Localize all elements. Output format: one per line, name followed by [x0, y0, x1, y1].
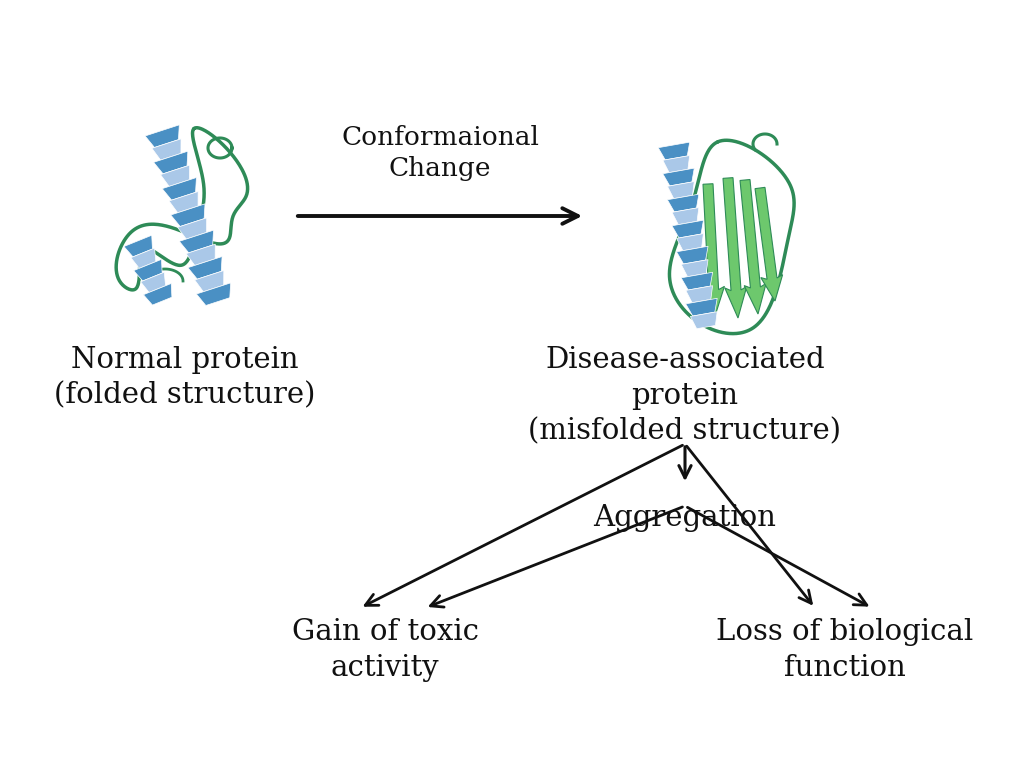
Polygon shape: [140, 272, 166, 293]
Polygon shape: [187, 257, 222, 279]
Polygon shape: [681, 272, 713, 290]
Polygon shape: [681, 260, 708, 277]
Polygon shape: [152, 139, 181, 160]
Polygon shape: [186, 244, 215, 265]
Text: Normal protein
(folded structure): Normal protein (folded structure): [54, 346, 315, 410]
FancyArrow shape: [702, 184, 724, 316]
Polygon shape: [134, 260, 162, 281]
Polygon shape: [663, 155, 689, 172]
Text: Gain of toxic
activity: Gain of toxic activity: [292, 618, 478, 682]
Polygon shape: [668, 182, 694, 198]
Polygon shape: [686, 298, 717, 316]
Polygon shape: [162, 178, 197, 200]
Polygon shape: [143, 283, 172, 305]
Text: Loss of biological
function: Loss of biological function: [717, 618, 974, 682]
Polygon shape: [677, 246, 708, 264]
Polygon shape: [145, 125, 179, 148]
Polygon shape: [171, 204, 205, 227]
Polygon shape: [690, 312, 717, 329]
Polygon shape: [124, 235, 153, 257]
Polygon shape: [131, 248, 156, 268]
Polygon shape: [154, 151, 187, 174]
Text: Disease-associated
protein
(misfolded structure): Disease-associated protein (misfolded st…: [528, 346, 842, 445]
Polygon shape: [169, 192, 198, 213]
Polygon shape: [686, 286, 713, 303]
Polygon shape: [668, 195, 698, 212]
Text: Aggregation: Aggregation: [594, 504, 776, 532]
Polygon shape: [179, 231, 214, 253]
Polygon shape: [197, 283, 230, 306]
Polygon shape: [658, 142, 690, 160]
Polygon shape: [677, 234, 703, 250]
Polygon shape: [672, 220, 703, 238]
FancyArrow shape: [740, 179, 766, 314]
Polygon shape: [663, 169, 694, 186]
Polygon shape: [195, 270, 224, 292]
FancyArrow shape: [723, 178, 746, 318]
FancyArrow shape: [755, 188, 782, 301]
Polygon shape: [672, 208, 698, 224]
Polygon shape: [161, 165, 189, 186]
Text: Conformaional
Change: Conformaional Change: [341, 125, 539, 181]
Polygon shape: [177, 218, 207, 239]
